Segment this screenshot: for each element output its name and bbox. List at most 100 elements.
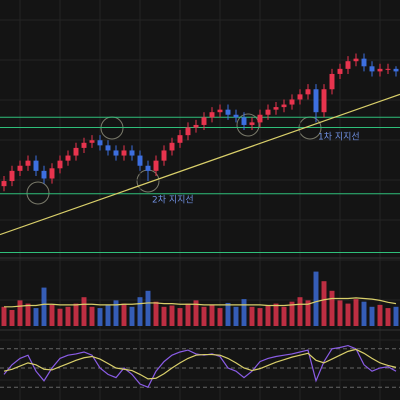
volume-ma-line: [4, 297, 397, 308]
volume-bar: [201, 306, 207, 326]
volume-bar: [57, 308, 63, 326]
candle-body: [201, 117, 207, 125]
candle-body: [105, 145, 111, 151]
volume-bar: [65, 306, 71, 326]
candle-body: [153, 160, 159, 171]
volume-bar: [41, 287, 47, 326]
candle-body: [73, 147, 79, 156]
volume-bar: [281, 306, 287, 326]
candle-body: [337, 68, 343, 74]
volume-bar: [233, 306, 239, 326]
candle-body: [273, 107, 279, 110]
volume-bar: [209, 304, 215, 326]
candle-body: [129, 150, 135, 156]
candle-body: [113, 150, 119, 156]
candle-body: [25, 160, 31, 166]
trendline: [0, 93, 400, 236]
candle-body: [289, 99, 295, 105]
volume-bar: [25, 303, 31, 326]
circle: [26, 181, 50, 205]
volume-bar: [337, 300, 343, 326]
candle-body: [17, 165, 23, 171]
annotation: 1차 지지선: [318, 131, 360, 143]
candle-body: [89, 140, 95, 143]
volume-bar: [377, 304, 383, 326]
volume-bar: [361, 301, 367, 326]
volume-bar: [321, 281, 327, 326]
candle-body: [393, 68, 399, 72]
candle-body: [329, 73, 335, 90]
volume-bar: [345, 303, 351, 326]
volume-bar: [73, 303, 79, 326]
volume-bar: [33, 308, 39, 326]
volume-bar: [265, 305, 271, 326]
candle-body: [233, 114, 239, 118]
volume-bar: [129, 306, 135, 326]
candle-body: [177, 135, 183, 143]
volume-bar: [49, 304, 55, 326]
volume-bar: [249, 306, 255, 326]
volume-bar: [393, 306, 399, 326]
candle-body: [377, 68, 383, 72]
candle-body: [241, 117, 247, 125]
candle-body: [97, 140, 103, 146]
candle-body: [225, 109, 231, 115]
candle-body: [209, 112, 215, 118]
candle-body: [353, 58, 359, 62]
volume-bar: [273, 303, 279, 326]
candle-body: [57, 160, 63, 169]
volume-bar: [385, 308, 391, 326]
candle-body: [313, 89, 319, 113]
candle-body: [345, 61, 351, 69]
volume-bar: [153, 301, 159, 326]
volume-bar: [313, 271, 319, 326]
annotation: 2차 지지선: [152, 194, 194, 206]
volume-bar: [257, 308, 263, 326]
volume-bar: [169, 305, 175, 326]
candle-body: [169, 142, 175, 151]
volume-bar: [193, 300, 199, 326]
candle-body: [321, 89, 327, 113]
candle-body: [49, 168, 55, 179]
volume-bar: [137, 297, 143, 326]
candle-body: [33, 160, 39, 171]
candle-body: [265, 109, 271, 115]
candle-body: [385, 68, 391, 70]
volume-bar: [121, 303, 127, 326]
volume-bar: [81, 297, 87, 326]
candle-body: [1, 181, 7, 187]
circle: [236, 113, 260, 137]
volume-bar: [185, 303, 191, 326]
oscillator-line: [3, 348, 397, 380]
candle-body: [249, 122, 255, 125]
candle-body: [369, 66, 375, 72]
volume-bar: [289, 301, 295, 326]
candle-body: [137, 155, 143, 166]
volume-bar: [113, 300, 119, 326]
candle-body: [305, 89, 311, 95]
volume-bar: [17, 300, 23, 326]
candle-body: [297, 94, 303, 100]
volume-bar: [225, 302, 231, 326]
volume-bar: [369, 306, 375, 326]
volume-bar: [329, 290, 335, 326]
candle-body: [185, 127, 191, 136]
volume-bar: [89, 306, 95, 326]
candle-body: [193, 124, 199, 128]
candle-body: [41, 170, 47, 179]
volume-bar: [305, 300, 311, 326]
candle-body: [217, 109, 223, 113]
candle-body: [9, 170, 15, 182]
volume-bar: [97, 308, 103, 326]
volume-bar: [1, 306, 7, 326]
candle-body: [361, 58, 367, 67]
volume-bar: [145, 290, 151, 326]
candle-body: [257, 114, 263, 123]
volume-bar: [353, 299, 359, 326]
volume-bar: [217, 308, 223, 326]
candle-body: [161, 150, 167, 161]
candle-body: [121, 150, 127, 156]
volume-bar: [161, 306, 167, 326]
